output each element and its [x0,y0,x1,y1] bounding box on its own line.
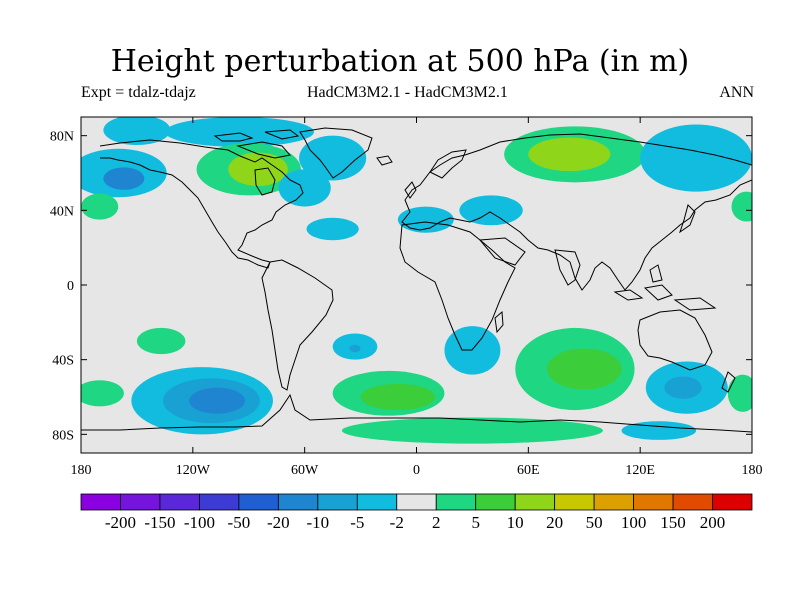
experiment-label: Expt = tdalz-tdajz [81,84,196,101]
coastline-north-america [99,139,304,269]
colorbar-swatch [633,493,674,511]
colorbar-label: 50 [586,513,603,532]
coastline-japan [679,204,696,234]
coastline-eurasia [401,133,752,291]
colorbar-swatch [435,493,477,511]
coastline-greenland [299,127,373,179]
contour-patch-13 [528,137,611,172]
colorbar-label: 10 [507,513,524,532]
contour-patch-30 [664,376,702,399]
x-tick-label: 120E [625,463,655,478]
contour-patch-1 [164,117,314,147]
colorbar-swatch [396,493,437,511]
colorbar-label: -200 [105,513,136,532]
colorbar-label: -10 [306,513,329,532]
x-tick-label: 180 [742,463,763,478]
colorbar-label: 5 [471,513,480,532]
plot-title: Height perturbation at 500 hPa (in m) [110,44,690,79]
colorbar-swatch [120,493,161,511]
map-axes: 180 120W 60W 0 60E 120E 180 80N 40N 0 40S 80S [50,117,763,478]
contour-patch-7 [299,135,367,181]
colorbar-label: 100 [621,513,647,532]
coastline-britain [404,181,417,199]
coastlines [81,127,752,433]
x-tick-label: 60E [517,463,540,478]
contour-patch-16 [136,327,186,355]
colorbar: -200 -150 -100 -50 -20 -10 -5 -2 2 5 10 20 50 100 150 2… [80,493,753,532]
contour-patch-31 [621,421,697,440]
contour-patch-11 [459,195,523,226]
colorbar-swatch [475,493,516,511]
y-tick-label: 0 [67,279,74,294]
contour-patch-9 [306,217,359,241]
colorbar-swatch [554,493,595,511]
x-tick-label: 60W [291,463,319,478]
x-tick-label: 180 [71,463,92,478]
colorbar-label: -5 [350,513,364,532]
contour-patch-8 [278,169,331,207]
contour-patch-18 [349,344,361,353]
contour-patch-28 [341,417,603,444]
contour-patch-15 [731,191,752,222]
colorbar-swatch [712,493,753,511]
colorbar-swatch [238,493,279,511]
x-tick-label: 120W [176,463,211,478]
colorbar-swatch [199,493,240,511]
colorbar-label: -20 [267,513,290,532]
contour-patch-3 [103,167,145,190]
contour-patch-10 [397,206,454,233]
colorbar-swatch [356,493,398,511]
coastline-scandinavia [429,149,467,179]
colorbar-label: -2 [390,513,404,532]
coastline-madagascar [494,310,504,334]
colorbar-swatch [159,493,200,511]
colorbar-swatch [80,493,121,511]
colorbar-label: 2 [432,513,441,532]
contour-patch-14 [640,124,752,192]
coastline-new-zealand [721,371,736,393]
model-label: HadCM3M2.1 - HadCM3M2.1 [307,84,508,101]
coastline-australia [637,309,713,371]
y-tick-label: 40S [52,354,74,369]
coastline-antarctica [81,393,752,433]
y-tick-label: 80S [52,428,74,443]
colorbar-label: -100 [184,513,215,532]
coastline-iceland [376,155,393,166]
coastline-hudson-bay [254,167,276,196]
colorbar-label: 200 [700,513,726,532]
x-tick-label: 0 [413,463,420,478]
colorbar-label: 150 [660,513,686,532]
contour-patch-4 [81,193,119,220]
colorbar-label: 20 [546,513,563,532]
colorbar-label: -150 [144,513,175,532]
coastline-arabia [478,237,526,266]
contour-patch-19 [444,326,501,375]
contour-fields [81,117,752,444]
colorbar-swatch [593,493,634,511]
y-tick-label: 40N [50,204,74,219]
coastline-arctic-islands [213,129,300,159]
coastline-indonesia [613,264,717,311]
contour-patch-27 [546,348,622,390]
season-label: ANN [719,84,754,101]
contour-patch-22 [189,387,246,414]
coastline-south-america [261,259,334,391]
coastline-india [554,249,581,286]
contour-patch-32 [727,374,752,412]
colorbar-swatch [277,493,319,511]
contour-patch-25 [360,383,436,411]
colorbar-swatch [672,493,713,511]
contour-patch-0 [103,117,171,145]
colorbar-label: -50 [228,513,251,532]
colorbar-swatch [514,493,556,511]
y-tick-label: 80N [50,130,74,145]
contour-patch-23 [81,380,124,407]
colorbar-swatch [317,493,358,511]
coastline-africa [399,221,516,351]
